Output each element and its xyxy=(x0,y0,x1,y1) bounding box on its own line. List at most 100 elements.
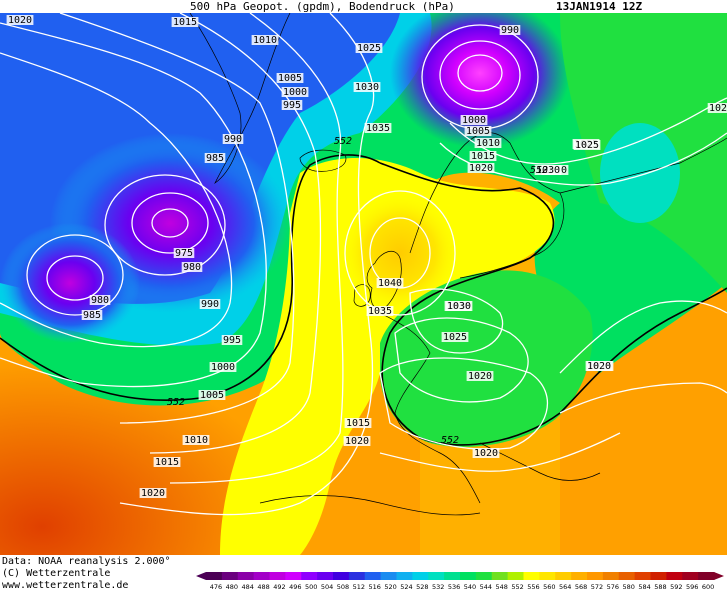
isobar-ring xyxy=(104,174,226,276)
isobar-label-bg xyxy=(464,126,492,136)
isobar-label: 1015 xyxy=(471,151,495,162)
colorbar-tick-label: 492 xyxy=(273,583,285,590)
isobar-label: 1025 xyxy=(575,140,599,151)
coastline-ireland xyxy=(353,284,371,307)
isobar-label: 1015 xyxy=(155,457,179,468)
isobar-label: 1020 xyxy=(474,448,498,459)
isobar-label: 1020 xyxy=(469,163,493,174)
isobar-label-bg xyxy=(472,448,500,458)
colorbar-legend: 476 480 484 488 492 496 500 504 508 512 516 520 524 5… xyxy=(196,572,724,590)
colorbar-tick-label: 536 xyxy=(448,583,460,590)
isobar-label: 1010 xyxy=(476,138,500,149)
isobar-label-bg xyxy=(153,457,181,467)
isobar-label: 1015 xyxy=(346,418,370,429)
colorbar-cell xyxy=(444,572,461,580)
isobar-ring xyxy=(151,208,189,238)
colorbar-tick-label: 564 xyxy=(559,583,571,590)
colorbar-tick-label: 516 xyxy=(368,583,380,590)
isobar-label: 1015 xyxy=(173,17,197,28)
isobar-label-bg xyxy=(139,488,167,498)
isobar-label-bg xyxy=(281,100,303,110)
isobar-label: 1020 xyxy=(141,488,165,499)
isobar xyxy=(0,22,267,388)
weather-map: 1020 101510101005100099599098597598098098… xyxy=(0,13,727,555)
colorbar-tick-label: 572 xyxy=(591,583,603,590)
isobar-label-bg xyxy=(376,278,404,288)
colorbar-cell xyxy=(698,572,715,580)
isobar-label: 1035 xyxy=(366,123,390,134)
colorbar-cell xyxy=(634,572,651,580)
copyright: (C) Wetterzentrale xyxy=(2,568,111,579)
isobar-label-bg xyxy=(585,361,613,371)
colorbar-cell xyxy=(237,572,255,580)
colorbar-cell xyxy=(618,572,636,580)
isobar-label-bg xyxy=(6,15,34,25)
colorbar-tick-label: 508 xyxy=(337,583,349,590)
isobar-label-bg xyxy=(209,362,237,372)
geopot-contour-552-c xyxy=(559,287,727,414)
colorbar-tick-label: 480 xyxy=(226,583,238,590)
isobar-label-bg xyxy=(181,262,203,272)
colorbar-tick-label: 476 xyxy=(210,583,222,590)
colorbar-cell xyxy=(206,572,223,580)
isobar-label-bg xyxy=(474,138,502,148)
isobar-label: 980 xyxy=(183,262,201,273)
isobar-label-bg xyxy=(469,151,497,161)
isobar-label: 1025 xyxy=(443,332,467,343)
isobar-label-bg xyxy=(355,43,383,53)
colorbar-tick-label: 548 xyxy=(495,583,507,590)
isobar-label-bg xyxy=(81,310,103,320)
isobar-label: 985 xyxy=(206,153,224,164)
isobar xyxy=(559,382,727,414)
colorbar-tick-label: 540 xyxy=(464,583,476,590)
isobar-label-bg xyxy=(276,73,304,83)
isobar-label: 1030 xyxy=(355,82,379,93)
map-title: 500 hPa Geopot. (gpdm), Bodendruck (hPa)… xyxy=(0,0,727,13)
colorbar-cell xyxy=(396,572,413,580)
isobar-label-bg xyxy=(466,371,494,381)
isobar-label-bg xyxy=(364,123,392,133)
colorbar-tick-label: 496 xyxy=(289,583,301,590)
isobar-label: 1000 xyxy=(211,362,235,373)
isobar-label-bg xyxy=(281,87,309,97)
isobar-label-bg xyxy=(353,82,381,92)
isobar-label: 990 xyxy=(201,299,219,310)
isobar-ring xyxy=(439,40,521,110)
isobar-label: 102 xyxy=(709,103,727,114)
isobar-label: 1030 xyxy=(536,165,560,176)
europe-green xyxy=(380,270,593,447)
colorbar-tick-label: 524 xyxy=(400,583,412,590)
isobar-label-bg xyxy=(199,299,221,309)
isobar-label: 990 xyxy=(224,134,242,145)
isobar-label-bg xyxy=(182,435,210,445)
isobar-label-bg xyxy=(366,306,394,316)
coastline-africa xyxy=(259,495,481,516)
isobar-label-bg xyxy=(89,295,111,305)
website-link[interactable]: www.wetterzentrale.de xyxy=(2,580,129,591)
colorbar-tick-label: 552 xyxy=(511,583,523,590)
colorbar-tick-label: 528 xyxy=(416,583,428,590)
colorbar-cell xyxy=(507,572,524,580)
isobar xyxy=(379,357,548,450)
isobar-label-bg xyxy=(445,301,473,311)
colorbar-cell xyxy=(555,572,572,580)
colorbar-tick-label: 544 xyxy=(480,583,492,590)
colorbar-cell xyxy=(317,572,334,580)
isobar-label: 1025 xyxy=(357,43,381,54)
colorbar-cell xyxy=(428,572,445,580)
isobar xyxy=(149,13,322,454)
isobar-label-bg xyxy=(499,25,521,35)
colorbar-tick-label: 488 xyxy=(257,583,269,590)
isobar-ring xyxy=(344,190,456,316)
title-date: 13JAN1914 12Z xyxy=(556,0,643,13)
colorbar-tick-label: 560 xyxy=(543,583,555,590)
colorbar-tick-label: 504 xyxy=(321,583,333,590)
colorbar-cell xyxy=(333,572,350,580)
isobar xyxy=(394,317,529,403)
geopot-contour-552-a xyxy=(0,154,381,401)
isobar-label-bg xyxy=(573,140,601,150)
northern-low xyxy=(390,13,570,148)
colorbar-cell xyxy=(523,572,540,580)
colorbar-cell xyxy=(301,572,318,580)
colorbar-cell xyxy=(221,572,239,580)
